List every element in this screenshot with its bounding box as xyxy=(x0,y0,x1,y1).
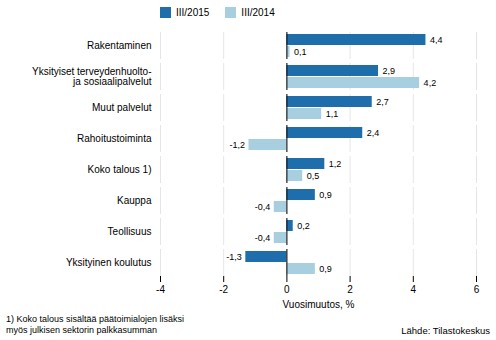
svg-text:-2: -2 xyxy=(219,284,228,295)
svg-text:-4: -4 xyxy=(156,284,165,295)
svg-text:-1,2: -1,2 xyxy=(229,140,245,150)
svg-text:0,1: 0,1 xyxy=(294,47,307,57)
svg-text:4,4: 4,4 xyxy=(430,35,443,45)
svg-text:0,9: 0,9 xyxy=(319,264,332,274)
svg-text:Koko talous 1): Koko talous 1) xyxy=(88,164,152,175)
svg-text:0,9: 0,9 xyxy=(319,190,332,200)
svg-text:0,2: 0,2 xyxy=(297,221,310,231)
svg-text:Muut palvelut: Muut palvelut xyxy=(92,102,152,113)
svg-text:Rahoitustoiminta: Rahoitustoiminta xyxy=(77,133,152,144)
svg-text:Teollisuus: Teollisuus xyxy=(108,226,152,237)
svg-text:Vuosimuutos, %: Vuosimuutos, % xyxy=(283,299,355,310)
svg-text:Yksityinen koulutus: Yksityinen koulutus xyxy=(66,257,152,268)
svg-text:2,4: 2,4 xyxy=(367,128,380,138)
svg-text:4,2: 4,2 xyxy=(424,78,437,88)
svg-text:-0,4: -0,4 xyxy=(255,233,271,243)
svg-text:Rakentaminen: Rakentaminen xyxy=(87,40,151,51)
html-text:Lähde: Tilastokeskus: Lähde: Tilastokeskus xyxy=(401,325,490,336)
svg-text:1,1: 1,1 xyxy=(326,109,339,119)
svg-text:2,7: 2,7 xyxy=(376,97,389,107)
svg-text:0,5: 0,5 xyxy=(307,171,320,181)
svg-text:0: 0 xyxy=(284,284,290,295)
svg-text:Yksityiset terveydenhuolto-ja: Yksityiset terveydenhuolto-ja sosiaalipa… xyxy=(32,66,152,87)
svg-text:2,9: 2,9 xyxy=(383,66,396,76)
svg-text:2: 2 xyxy=(347,284,353,295)
svg-text:Kauppa: Kauppa xyxy=(117,195,152,206)
svg-text:1,2: 1,2 xyxy=(329,159,342,169)
html-text:III/2015: III/2015 xyxy=(176,6,210,18)
svg-text:6: 6 xyxy=(474,284,480,295)
html-text:1) Koko talous sisältää päätoi: 1) Koko talous sisältää päätoimialojen l… xyxy=(6,314,185,335)
svg-text:-0,4: -0,4 xyxy=(255,202,271,212)
svg-text:4: 4 xyxy=(411,284,417,295)
html-text:III/2014: III/2014 xyxy=(241,6,275,18)
svg-text:-1,3: -1,3 xyxy=(226,252,242,262)
